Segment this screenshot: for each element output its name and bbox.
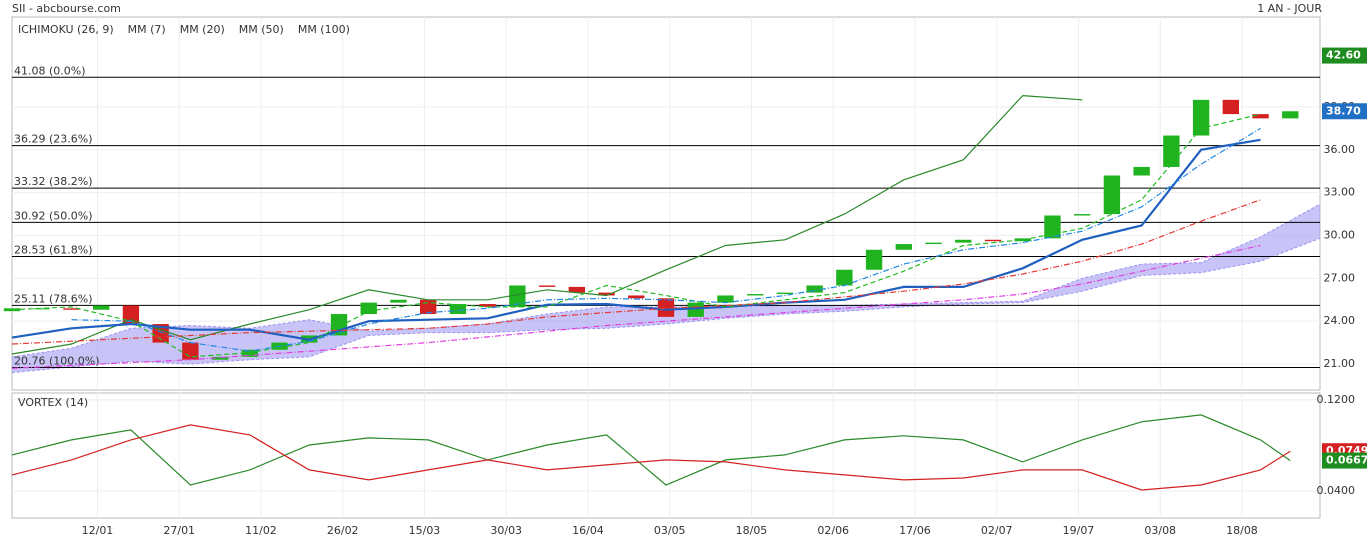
candle <box>1014 238 1031 242</box>
price-badge-label: 0.0667 <box>1326 454 1368 467</box>
x-tick-label: 15/03 <box>409 524 441 537</box>
candle <box>122 305 140 325</box>
x-tick-label: 11/02 <box>245 524 277 537</box>
x-tick-label: 12/01 <box>82 524 114 537</box>
candle <box>717 295 734 303</box>
line <box>11 138 1261 341</box>
price-badge <box>1322 103 1367 120</box>
candle <box>687 302 704 317</box>
candle <box>598 292 615 296</box>
y-tick-label: 0.0400 <box>1317 484 1356 497</box>
candle <box>628 295 645 299</box>
main-panel <box>11 16 1321 391</box>
candle <box>806 285 823 293</box>
candle <box>1163 135 1180 167</box>
y-tick-label: 21.00 <box>1324 357 1356 370</box>
candle <box>182 342 199 360</box>
x-tick-label: 16/04 <box>572 524 604 537</box>
fib-label: 30.92 (50.0%) <box>14 209 93 222</box>
fib-label: 28.53 (61.8%) <box>14 243 93 256</box>
fib-label: 25.11 (78.6%) <box>14 292 93 305</box>
fib-label: 41.08 (0.0%) <box>14 64 86 77</box>
panel-title: VORTEX (14) <box>18 396 88 409</box>
line <box>11 113 1261 358</box>
candle <box>836 269 853 286</box>
candle <box>1133 166 1150 176</box>
candle <box>1044 215 1061 239</box>
candle <box>1192 99 1210 136</box>
candle <box>568 286 585 293</box>
lagging-line <box>11 94 1083 355</box>
legend-entry: ICHIMOKU (26, 9) <box>18 23 114 36</box>
x-tick-label: 18/05 <box>736 524 768 537</box>
candle <box>211 356 229 360</box>
candle <box>1282 111 1299 119</box>
y-tick-label: 33.00 <box>1324 186 1356 199</box>
legend-entry: MM (20) <box>180 23 225 36</box>
legend-entry: MM (100) <box>298 23 350 36</box>
candle <box>1252 114 1269 119</box>
legend-entry: MM (50) <box>239 23 284 36</box>
x-tick-label: 17/06 <box>899 524 931 537</box>
x-tick-label: 18/08 <box>1226 524 1258 537</box>
x-tick-label: 27/01 <box>163 524 195 537</box>
price-badge <box>1322 452 1367 469</box>
candle <box>955 239 972 243</box>
candle <box>449 304 467 315</box>
x-tick-label: 02/07 <box>981 524 1013 537</box>
candle <box>984 239 1002 242</box>
line <box>11 414 1291 486</box>
candle <box>241 349 258 357</box>
legend-entry: MM (7) <box>128 23 166 36</box>
candle <box>865 249 883 270</box>
fib-label: 36.29 (23.6%) <box>14 133 93 146</box>
candle <box>479 304 496 307</box>
candle <box>63 308 80 310</box>
line <box>11 424 1291 491</box>
x-tick-label: 30/03 <box>490 524 522 537</box>
line <box>71 127 1261 352</box>
price-badge <box>1322 47 1367 64</box>
y-tick-label: 27.00 <box>1324 271 1356 284</box>
candle <box>538 285 556 287</box>
candle <box>1103 175 1121 215</box>
candle <box>925 242 942 245</box>
candle <box>657 298 675 317</box>
candle <box>360 302 377 315</box>
candle <box>776 292 794 295</box>
fib-label: 33.32 (38.2%) <box>14 175 93 188</box>
y-tick-label: 0.1200 <box>1317 393 1356 406</box>
x-tick-label: 26/02 <box>327 524 359 537</box>
candle <box>390 299 407 303</box>
y-tick-label: 36.00 <box>1324 143 1356 156</box>
x-tick-label: 02/06 <box>817 524 849 537</box>
cloud_b-line <box>11 237 1321 374</box>
y-tick-label: 30.00 <box>1324 228 1356 241</box>
chart-subtitle: 1 AN - JOUR <box>1257 2 1322 15</box>
vortex-panel <box>11 392 1321 519</box>
candle <box>509 285 526 307</box>
y-tick-label: 24.00 <box>1324 314 1356 327</box>
candle <box>3 308 21 312</box>
price-badge-label: 42.60 <box>1326 49 1361 62</box>
x-tick-label: 03/05 <box>654 524 686 537</box>
fib-label: 20.76 (100.0%) <box>14 354 100 367</box>
candle <box>93 305 110 310</box>
candle <box>1222 99 1239 115</box>
chart-title: SII - abcbourse.com <box>12 2 121 15</box>
x-tick-label: 03/08 <box>1144 524 1176 537</box>
x-tick-label: 19/07 <box>1063 524 1095 537</box>
candle <box>747 294 764 296</box>
candle <box>33 308 50 310</box>
price-badge-label: 38.70 <box>1326 104 1361 117</box>
candle <box>1074 214 1091 216</box>
candle <box>895 244 912 250</box>
